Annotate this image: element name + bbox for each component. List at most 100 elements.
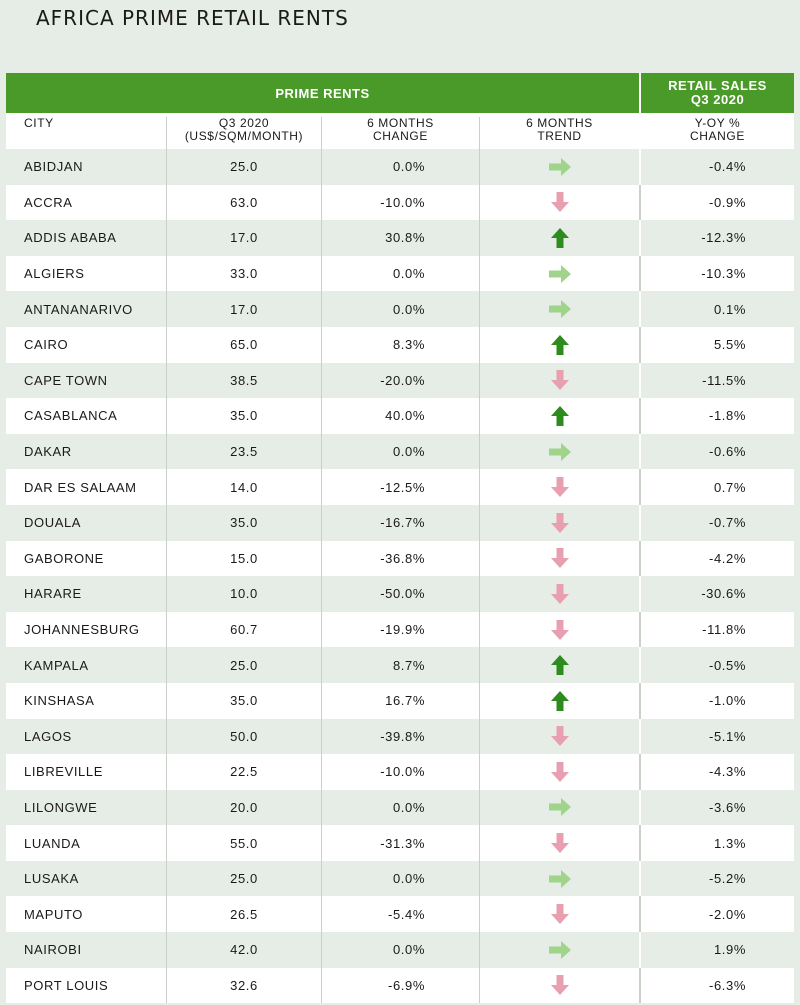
trend-cell <box>479 433 639 470</box>
arrow-down-icon <box>547 512 573 534</box>
rent-cell: 32.6 <box>166 967 321 1004</box>
yoy-cell: -2.0% <box>639 896 794 933</box>
city-cell: LIBREVILLE <box>24 764 103 780</box>
arrow-up-icon <box>547 227 573 249</box>
trend-cell <box>479 789 639 826</box>
table-row: CAPE TOWN 38.5 -20.0% -11.5% <box>6 362 794 399</box>
yoy-cell: 5.5% <box>639 326 794 363</box>
yoy-cell: -11.5% <box>639 362 794 399</box>
rent-cell: 50.0 <box>166 718 321 755</box>
yoy-header-line1: Y-OY % <box>694 116 741 130</box>
table-row: HARARE 10.0 -50.0% -30.6% <box>6 576 794 612</box>
rent-cell: 15.0 <box>166 540 321 577</box>
rent-cell: 25.0 <box>166 860 321 897</box>
city-cell: ACCRA <box>24 194 73 210</box>
trend-column-header: 6 MONTHS TREND <box>479 117 639 149</box>
yoy-cell: 1.9% <box>639 932 794 968</box>
rent-cell: 14.0 <box>166 469 321 505</box>
city-cell: KAMPALA <box>24 657 89 673</box>
prime-rents-header: PRIME RENTS <box>6 73 641 113</box>
table-row: ALGIERS 33.0 0.0% -10.3% <box>6 255 794 292</box>
table-row: ADDIS ABABA 17.0 30.8% -12.3% <box>6 220 794 256</box>
city-cell: DOUALA <box>24 515 82 531</box>
change-cell: -10.0% <box>321 184 479 221</box>
table-row: DAKAR 23.5 0.0% -0.6% <box>6 433 794 470</box>
table-row: KAMPALA 25.0 8.7% -0.5% <box>6 647 794 683</box>
rent-header-line2: (US$/SQM/MONTH) <box>184 129 304 143</box>
table-row: LIBREVILLE 22.5 -10.0% -4.3% <box>6 754 794 790</box>
arrow-down-icon <box>547 476 573 498</box>
rent-cell: 33.0 <box>166 255 321 292</box>
table-row: DOUALA 35.0 -16.7% -0.7% <box>6 504 794 541</box>
rent-cell: 60.7 <box>166 611 321 648</box>
retail-sales-header-line1: RETAIL SALES <box>668 78 767 93</box>
rent-cell: 17.0 <box>166 291 321 327</box>
trend-cell <box>479 967 639 1004</box>
arrow-right-icon <box>547 298 573 320</box>
rent-cell: 17.0 <box>166 220 321 256</box>
change-cell: 0.0% <box>321 860 479 897</box>
table-row: CAIRO 65.0 8.3% 5.5% <box>6 326 794 363</box>
trend-cell <box>479 754 639 790</box>
trend-cell <box>479 718 639 755</box>
trend-cell <box>479 362 639 399</box>
yoy-cell: 0.1% <box>639 291 794 327</box>
yoy-cell: -30.6% <box>639 576 794 612</box>
change-cell: -16.7% <box>321 504 479 541</box>
city-cell: HARARE <box>24 586 82 602</box>
arrow-down-icon <box>547 619 573 641</box>
trend-cell <box>479 504 639 541</box>
arrow-down-icon <box>547 191 573 213</box>
arrow-down-icon <box>547 761 573 783</box>
arrow-down-icon <box>547 974 573 996</box>
arrow-right-icon <box>547 156 573 178</box>
change-cell: -10.0% <box>321 754 479 790</box>
rents-table: CITY Q3 2020 (US$/SQM/MONTH) 6 MONTHS CH… <box>6 113 794 1004</box>
yoy-column-header: Y-OY % CHANGE <box>639 117 794 149</box>
yoy-cell: -1.0% <box>639 682 794 719</box>
arrow-down-icon <box>547 832 573 854</box>
city-cell: ADDIS ABABA <box>24 230 117 246</box>
city-cell: PORT LOUIS <box>24 977 109 993</box>
trend-cell <box>479 682 639 719</box>
trend-cell <box>479 932 639 968</box>
city-cell: MAPUTO <box>24 906 83 922</box>
change-cell: 40.0% <box>321 398 479 434</box>
yoy-cell: -1.8% <box>639 398 794 434</box>
city-cell: NAIROBI <box>24 942 82 958</box>
arrow-right-icon <box>547 868 573 890</box>
change-cell: -39.8% <box>321 718 479 755</box>
rent-cell: 26.5 <box>166 896 321 933</box>
city-cell: ABIDJAN <box>24 159 84 175</box>
change-cell: -50.0% <box>321 576 479 612</box>
rent-cell: 35.0 <box>166 504 321 541</box>
arrow-up-icon <box>547 690 573 712</box>
table-row: LUSAKA 25.0 0.0% -5.2% <box>6 860 794 897</box>
table-row: LILONGWE 20.0 0.0% -3.6% <box>6 789 794 826</box>
table-row: MAPUTO 26.5 -5.4% -2.0% <box>6 896 794 933</box>
yoy-cell: -5.2% <box>639 860 794 897</box>
trend-cell <box>479 149 639 185</box>
table-row: LUANDA 55.0 -31.3% 1.3% <box>6 825 794 861</box>
trend-header-line2: TREND <box>537 129 582 143</box>
yoy-cell: 0.7% <box>639 469 794 505</box>
page-title: AFRICA PRIME RETAIL RENTS <box>36 6 349 30</box>
change-cell: 0.0% <box>321 433 479 470</box>
city-cell: DAKAR <box>24 444 72 460</box>
city-cell: JOHANNESBURG <box>24 622 140 638</box>
city-cell: LUSAKA <box>24 871 79 887</box>
yoy-cell: -0.9% <box>639 184 794 221</box>
city-cell: LAGOS <box>24 728 72 744</box>
yoy-cell: -3.6% <box>639 789 794 826</box>
trend-cell <box>479 291 639 327</box>
trend-header-line1: 6 MONTHS <box>526 116 593 130</box>
change-cell: -12.5% <box>321 469 479 505</box>
change-cell: -6.9% <box>321 967 479 1004</box>
rent-header-line1: Q3 2020 <box>218 116 270 130</box>
city-cell: LUANDA <box>24 835 81 851</box>
arrow-up-icon <box>547 654 573 676</box>
city-cell: CASABLANCA <box>24 408 118 424</box>
yoy-cell: -4.2% <box>639 540 794 577</box>
trend-cell <box>479 825 639 861</box>
change-cell: 0.0% <box>321 149 479 185</box>
